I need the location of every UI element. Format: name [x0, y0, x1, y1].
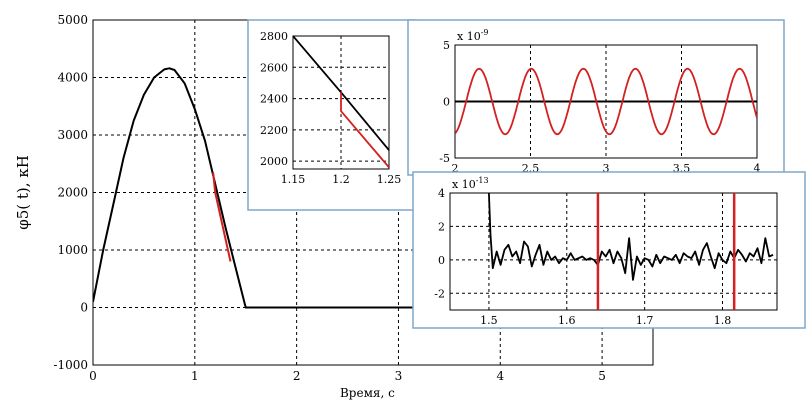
series-line-1	[212, 172, 232, 262]
x-tick-label: 0	[89, 369, 97, 383]
x-tick-label: 4	[754, 162, 761, 175]
chart-inset-zoom: 1.15 1.2 1.25 2000 2200 2400 2600 2800	[247, 19, 417, 211]
y-tick-label: 1000	[57, 243, 88, 257]
x-tick-label: 1.15	[281, 173, 306, 186]
exponent-label: x 10-13	[452, 176, 489, 191]
series-group	[93, 67, 653, 309]
y-tick-label: 2000	[260, 155, 288, 168]
y-tick-label: -5	[439, 152, 450, 165]
series-group	[455, 67, 757, 136]
y-tick-label: 5000	[57, 13, 88, 27]
y-tick-label: 2000	[57, 186, 88, 200]
x-tick-label: 1.25	[377, 173, 402, 186]
y-tick-label: 4	[438, 187, 445, 200]
y-tick-label: 2600	[260, 61, 288, 74]
series-line-0	[93, 67, 653, 309]
x-tick-label: 5	[598, 369, 606, 383]
exponent-base: x 10	[452, 178, 476, 191]
x-tick-label: 2	[452, 162, 459, 175]
y-axis-label: φ5( t), кН	[14, 155, 32, 230]
y-tick-label: 0	[80, 301, 88, 315]
y-tick-label: 4000	[57, 71, 88, 85]
series-group	[293, 36, 389, 168]
x-tick-label: 1.2	[332, 173, 350, 186]
x-tick-label: 3	[603, 162, 610, 175]
plot-area	[449, 192, 778, 311]
exponent-power: -9	[481, 28, 489, 37]
exponent-power: -13	[476, 176, 489, 185]
exponent-base: x 10	[457, 30, 481, 43]
x-tick-label: 3	[395, 369, 403, 383]
y-tick-label: 0	[443, 96, 450, 109]
y-tick-label: 2400	[260, 93, 288, 106]
x-tick-label: 1.8	[714, 314, 732, 327]
y-tick-label: 3000	[57, 128, 88, 142]
x-tick-label: 1	[191, 369, 199, 383]
x-tick-label: 2	[293, 369, 301, 383]
chart-inset-noise: 1.5 1.6 1.7 1.8 -2 0 2 4 x 10-13	[412, 171, 806, 329]
series-line-0	[455, 67, 757, 136]
series-group	[488, 193, 774, 310]
x-tick-label: 1.6	[558, 314, 576, 327]
y-tick-label: 5	[443, 39, 450, 52]
y-tick-label: 2200	[260, 124, 288, 137]
x-tick-label: 4	[496, 369, 504, 383]
series-line-0	[488, 193, 774, 281]
series-line-1	[340, 92, 389, 168]
y-tick-label: 2800	[260, 30, 288, 43]
x-tick-label: 1.7	[636, 314, 654, 327]
y-tick-label: 0	[438, 254, 445, 267]
y-tick-label: -1000	[53, 358, 88, 372]
exponent-label: x 10-9	[457, 28, 489, 43]
x-axis-label: Время, с	[340, 386, 395, 400]
y-tick-label: -2	[434, 287, 445, 300]
y-tick-label: 2	[438, 220, 445, 233]
x-tick-label: 1.5	[480, 314, 498, 327]
